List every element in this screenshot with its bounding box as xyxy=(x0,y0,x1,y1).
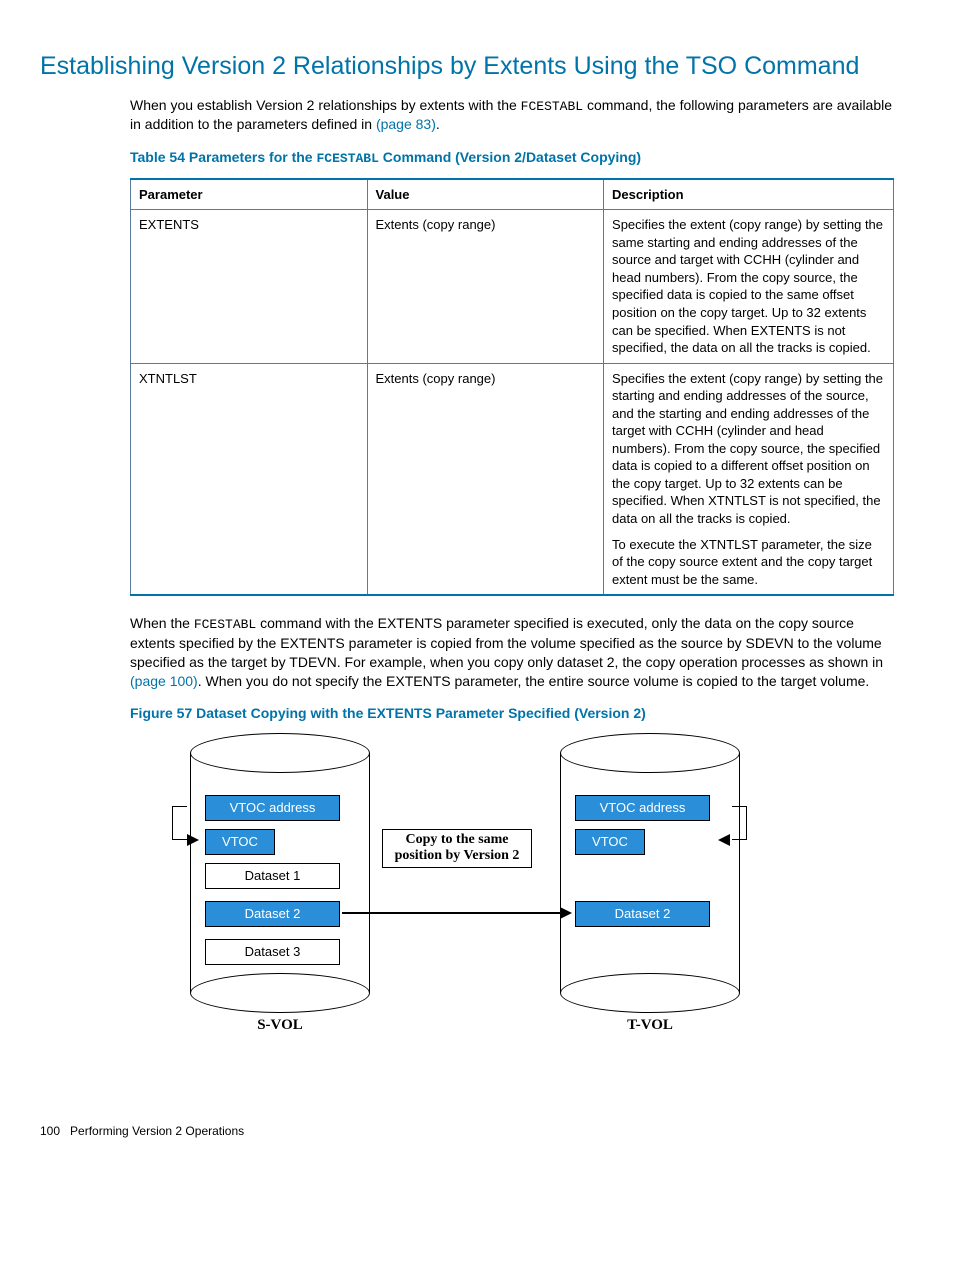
svol-cylinder: VTOC address VTOC Dataset 1 Dataset 2 Da… xyxy=(190,733,370,1013)
page-footer: 100 Performing Version 2 Operations xyxy=(40,1123,894,1139)
arrow-head-icon xyxy=(560,907,572,919)
p2-cmd: FCESTABL xyxy=(194,617,256,632)
desc-p1: Specifies the extent (copy range) by set… xyxy=(612,370,885,528)
copy-label-l2: position by Version 2 xyxy=(395,848,520,863)
table-header-row: Parameter Value Description xyxy=(131,179,894,210)
dataset3-box: Dataset 3 xyxy=(205,939,340,965)
caption-post: Command (Version 2/Dataset Copying) xyxy=(379,149,641,165)
cell-value: Extents (copy range) xyxy=(367,363,604,595)
figure-caption: Figure 57 Dataset Copying with the EXTEN… xyxy=(130,704,894,723)
cyl-bottom xyxy=(190,973,370,1013)
caption-cmd: FCESTABL xyxy=(316,151,378,166)
vtoc-box: VTOC xyxy=(205,829,275,855)
desc-p2: To execute the XTNTLST parameter, the si… xyxy=(612,536,885,589)
vtoc-address-box: VTOC address xyxy=(575,795,710,821)
cyl-body xyxy=(560,753,740,993)
cell-param: XTNTLST xyxy=(131,363,368,595)
desc-p1: Specifies the extent (copy range) by set… xyxy=(612,216,885,356)
tvol-cylinder: VTOC address VTOC Dataset 2 T-VOL xyxy=(560,733,740,1013)
cell-value: Extents (copy range) xyxy=(367,210,604,363)
vtoc-address-box: VTOC address xyxy=(205,795,340,821)
arrow-line xyxy=(342,912,562,914)
p2-post: . When you do not specify the EXTENTS pa… xyxy=(198,673,870,689)
col-value: Value xyxy=(367,179,604,210)
page-100-link[interactable]: (page 100) xyxy=(130,673,198,689)
svol-label: S-VOL xyxy=(190,1015,370,1035)
table-caption: Table 54 Parameters for the FCESTABL Com… xyxy=(130,148,894,168)
page-83-link[interactable]: (page 83) xyxy=(376,116,436,132)
cell-param: EXTENTS xyxy=(131,210,368,363)
cell-desc: Specifies the extent (copy range) by set… xyxy=(604,210,894,363)
caption-pre: Table 54 Parameters for the xyxy=(130,149,316,165)
dataset2-box: Dataset 2 xyxy=(205,901,340,927)
p2-pre: When the xyxy=(130,615,194,631)
col-parameter: Parameter xyxy=(131,179,368,210)
page-number: 100 xyxy=(40,1124,60,1138)
left-bracket xyxy=(172,806,187,840)
copy-label: Copy to the same position by Version 2 xyxy=(382,829,532,867)
tvol-label: T-VOL xyxy=(560,1015,740,1035)
cyl-bottom xyxy=(560,973,740,1013)
copy-label-l1: Copy to the same xyxy=(405,832,508,847)
table-row: XTNTLST Extents (copy range) Specifies t… xyxy=(131,363,894,595)
dataset2-box: Dataset 2 xyxy=(575,901,710,927)
intro-cmd: FCESTABL xyxy=(521,99,583,114)
section-heading: Establishing Version 2 Relationships by … xyxy=(40,50,894,84)
intro-text-pre: When you establish Version 2 relationshi… xyxy=(130,97,521,113)
right-bracket xyxy=(732,806,747,840)
dataset1-box: Dataset 1 xyxy=(205,863,340,889)
intro-text-post: . xyxy=(436,116,440,132)
parameters-table: Parameter Value Description EXTENTS Exte… xyxy=(130,178,894,596)
table-row: EXTENTS Extents (copy range) Specifies t… xyxy=(131,210,894,363)
body-paragraph: When the FCESTABL command with the EXTEN… xyxy=(130,614,894,690)
col-description: Description xyxy=(604,179,894,210)
vtoc-box: VTOC xyxy=(575,829,645,855)
cell-desc: Specifies the extent (copy range) by set… xyxy=(604,363,894,595)
arrow-head-icon xyxy=(187,834,199,846)
footer-title: Performing Version 2 Operations xyxy=(70,1124,244,1138)
figure-diagram: VTOC address VTOC Dataset 1 Dataset 2 Da… xyxy=(160,733,800,1063)
intro-paragraph: When you establish Version 2 relationshi… xyxy=(130,96,894,134)
arrow-head-icon xyxy=(718,834,730,846)
